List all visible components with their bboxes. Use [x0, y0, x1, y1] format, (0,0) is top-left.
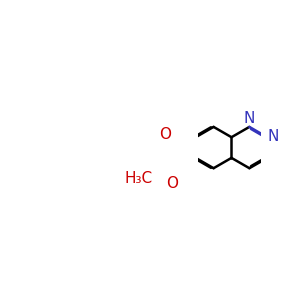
Text: N: N	[244, 111, 255, 126]
Text: N: N	[268, 129, 279, 144]
Text: O: O	[159, 127, 171, 142]
Text: O: O	[166, 176, 178, 191]
Text: H₃C: H₃C	[125, 171, 153, 186]
